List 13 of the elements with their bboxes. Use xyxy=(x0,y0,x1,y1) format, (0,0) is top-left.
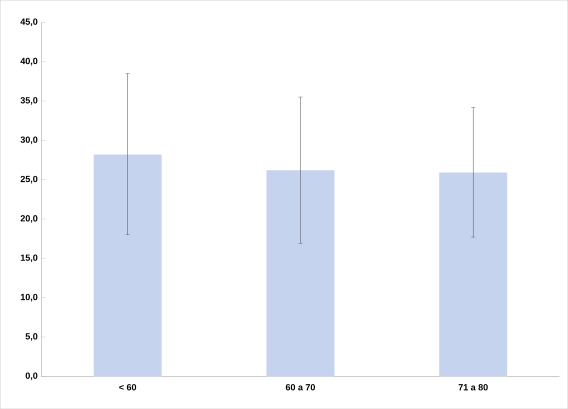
y-tick-label: 45,0 xyxy=(20,18,38,26)
x-tick-label: < 60 xyxy=(119,384,136,390)
y-tick-label: 15,0 xyxy=(20,254,38,262)
y-tick-label: 35,0 xyxy=(20,97,38,105)
y-tick-label: 25,0 xyxy=(20,176,38,184)
y-tick-label: 30,0 xyxy=(20,136,38,144)
x-tick-label: 71 a 80 xyxy=(458,384,488,390)
y-tick-label: 20,0 xyxy=(20,215,38,223)
y-tick-label: 10,0 xyxy=(20,294,38,302)
y-tick-label: 0,0 xyxy=(26,372,38,380)
y-tick-label: 5,0 xyxy=(26,333,38,341)
y-tick-label: 40,0 xyxy=(20,58,38,66)
x-tick-label: 60 a 70 xyxy=(286,384,315,390)
